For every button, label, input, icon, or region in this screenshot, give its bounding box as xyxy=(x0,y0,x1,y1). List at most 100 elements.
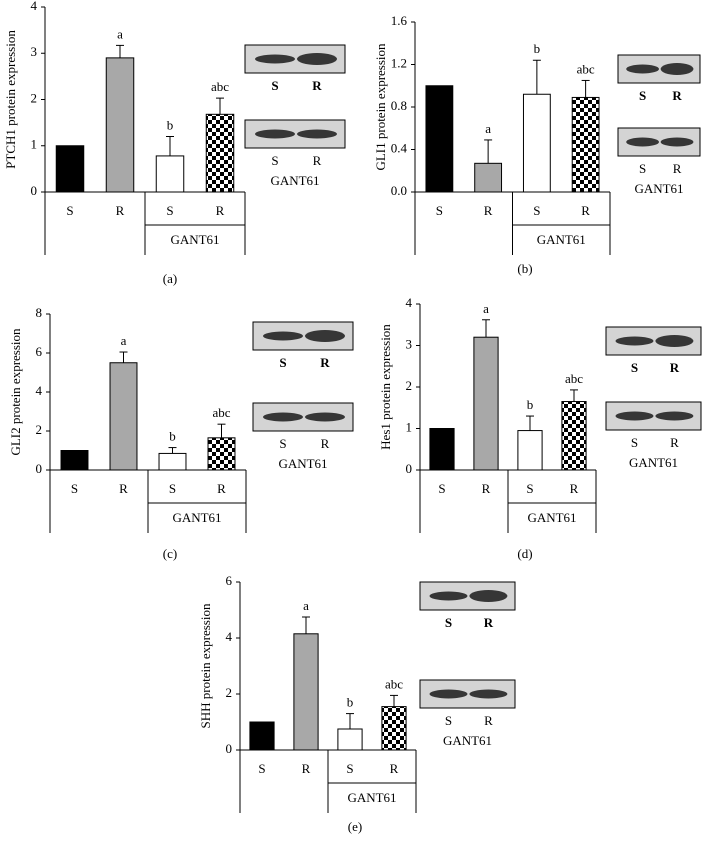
x-tick-label: R xyxy=(581,203,590,218)
y-tick-label: 8 xyxy=(36,305,43,320)
bar xyxy=(381,706,407,751)
blot-lane-label: R xyxy=(670,360,680,375)
group-label: GANT61 xyxy=(527,510,576,525)
bar xyxy=(207,437,236,471)
blot-lane-label: S xyxy=(631,360,638,375)
y-tick-label: 0 xyxy=(31,183,38,198)
y-tick-label: 2 xyxy=(406,378,413,393)
error-bar xyxy=(216,97,224,115)
y-tick-label: 3 xyxy=(31,44,38,59)
blot-band xyxy=(429,689,468,699)
error-bar xyxy=(217,423,226,438)
bar xyxy=(293,633,319,751)
x-tick-label: S xyxy=(71,481,78,496)
bar xyxy=(473,336,499,471)
group-label: GANT61 xyxy=(170,232,219,247)
group-label: GANT61 xyxy=(172,510,221,525)
blot-lane-label: R xyxy=(673,161,682,176)
blot-lane-label: S xyxy=(445,713,452,728)
blot-lane-label: S xyxy=(445,615,452,630)
blot-lane-label: R xyxy=(312,78,322,93)
y-axis-label: PTCH1 protein expression xyxy=(3,30,18,169)
error-bar xyxy=(532,59,541,95)
blot-band xyxy=(263,331,303,341)
blot-lane-label: S xyxy=(639,88,646,103)
y-tick-label: 2 xyxy=(226,685,233,700)
y-tick-label: 0 xyxy=(406,461,413,476)
bar xyxy=(105,57,135,193)
error-bar xyxy=(119,351,128,363)
blot-band xyxy=(255,129,295,139)
blot-caption: GANT61 xyxy=(270,173,319,188)
blot-band xyxy=(626,64,659,74)
significance-label: a xyxy=(121,333,127,348)
blot-caption: GANT61 xyxy=(629,455,678,470)
blot-band xyxy=(655,335,694,347)
panel-label: (d) xyxy=(517,546,532,561)
significance-label: a xyxy=(483,301,489,316)
y-axis-label: GLI1 protein expression xyxy=(373,43,388,171)
y-tick-label: 0.0 xyxy=(391,183,407,198)
error-bar xyxy=(168,447,177,454)
error-bar xyxy=(302,616,310,634)
bar xyxy=(517,430,543,471)
blot-lane-label: R xyxy=(321,436,330,451)
y-tick-label: 6 xyxy=(226,573,233,588)
error-bar xyxy=(526,415,534,431)
blot-lane-label: R xyxy=(672,88,682,103)
bar xyxy=(474,162,503,193)
y-axis-label: Hes1 protein expression xyxy=(378,324,393,450)
x-tick-label: R xyxy=(302,761,311,776)
y-tick-label: 0 xyxy=(36,461,43,476)
blot-caption: GANT61 xyxy=(443,733,492,748)
significance-label: b xyxy=(534,41,541,56)
bar xyxy=(249,721,275,751)
x-tick-label: R xyxy=(119,481,128,496)
x-tick-label: S xyxy=(346,761,353,776)
blot-band xyxy=(305,330,345,342)
y-tick-label: 2 xyxy=(36,422,43,437)
x-tick-label: S xyxy=(166,203,173,218)
blot-band xyxy=(615,336,654,346)
significance-label: abc xyxy=(565,371,583,386)
bar xyxy=(337,728,363,751)
y-tick-label: 6 xyxy=(36,344,43,359)
blot-band xyxy=(469,689,508,699)
y-tick-label: 1.2 xyxy=(391,55,407,70)
x-tick-label: R xyxy=(482,481,491,496)
significance-label: b xyxy=(527,397,534,412)
error-bar xyxy=(570,389,578,402)
significance-label: abc xyxy=(385,676,403,691)
blot-lane-label: S xyxy=(271,78,278,93)
x-tick-label: S xyxy=(438,481,445,496)
y-tick-label: 0.8 xyxy=(391,98,407,113)
x-tick-label: S xyxy=(436,203,443,218)
significance-label: a xyxy=(303,598,309,613)
blot-band xyxy=(469,590,508,602)
blot-lane-label: R xyxy=(670,435,679,450)
y-tick-label: 4 xyxy=(36,383,43,398)
significance-label: a xyxy=(117,26,123,41)
y-tick-label: 0.4 xyxy=(391,140,408,155)
blot-band xyxy=(655,411,694,421)
y-tick-label: 1 xyxy=(406,419,413,434)
significance-label: b xyxy=(169,429,176,444)
y-tick-label: 3 xyxy=(406,336,413,351)
group-label: GANT61 xyxy=(537,232,586,247)
bar xyxy=(158,452,187,471)
significance-label: abc xyxy=(211,79,229,94)
y-tick-label: 4 xyxy=(31,0,38,13)
blot-band xyxy=(660,137,694,147)
significance-label: abc xyxy=(577,61,595,76)
bar xyxy=(561,401,587,471)
x-tick-label: R xyxy=(570,481,579,496)
blot-lane-label: S xyxy=(279,436,286,451)
blot-band xyxy=(255,54,295,64)
y-tick-label: 2 xyxy=(31,90,38,105)
bar xyxy=(55,145,85,193)
blot-lane-label: R xyxy=(484,713,493,728)
blot-band xyxy=(660,63,694,75)
y-tick-label: 4 xyxy=(226,629,233,644)
bar xyxy=(155,155,185,193)
x-tick-label: S xyxy=(66,203,73,218)
